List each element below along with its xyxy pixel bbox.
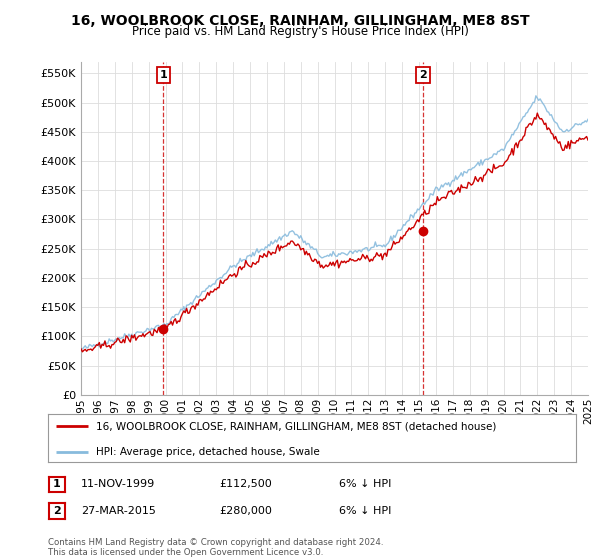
Text: HPI: Average price, detached house, Swale: HPI: Average price, detached house, Swal… [95,446,319,456]
Text: 11-NOV-1999: 11-NOV-1999 [81,479,155,489]
Text: Price paid vs. HM Land Registry's House Price Index (HPI): Price paid vs. HM Land Registry's House … [131,25,469,38]
Text: 2: 2 [419,70,427,80]
Text: 2: 2 [53,506,61,516]
Text: 6% ↓ HPI: 6% ↓ HPI [339,506,391,516]
Text: Contains HM Land Registry data © Crown copyright and database right 2024.
This d: Contains HM Land Registry data © Crown c… [48,538,383,557]
Text: 6% ↓ HPI: 6% ↓ HPI [339,479,391,489]
Text: 16, WOOLBROOK CLOSE, RAINHAM, GILLINGHAM, ME8 8ST (detached house): 16, WOOLBROOK CLOSE, RAINHAM, GILLINGHAM… [95,421,496,431]
Text: £112,500: £112,500 [219,479,272,489]
Text: 27-MAR-2015: 27-MAR-2015 [81,506,156,516]
Text: 16, WOOLBROOK CLOSE, RAINHAM, GILLINGHAM, ME8 8ST: 16, WOOLBROOK CLOSE, RAINHAM, GILLINGHAM… [71,14,529,28]
Text: £280,000: £280,000 [219,506,272,516]
Text: 1: 1 [53,479,61,489]
Text: 1: 1 [160,70,167,80]
